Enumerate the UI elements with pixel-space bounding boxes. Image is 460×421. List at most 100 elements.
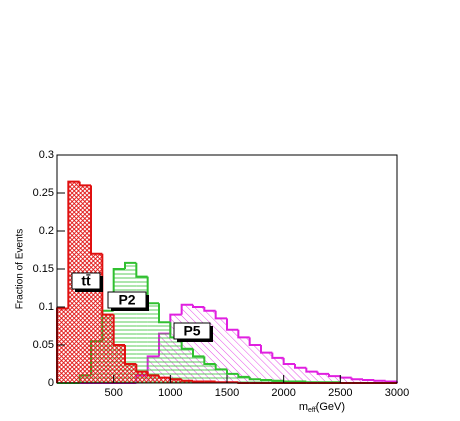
label-box xyxy=(107,291,147,309)
bar xyxy=(295,367,307,383)
bar xyxy=(351,379,363,383)
bar xyxy=(193,307,205,383)
x-tick-label: 2500 xyxy=(328,387,352,399)
bar-outline xyxy=(282,380,295,383)
bar xyxy=(181,304,193,383)
bar xyxy=(102,314,114,383)
bar-outline xyxy=(135,262,148,278)
bar xyxy=(125,364,137,383)
bar xyxy=(136,276,148,383)
bar xyxy=(193,356,205,383)
bar xyxy=(170,379,182,383)
x-tick-label: 1000 xyxy=(158,387,182,399)
bar-outline xyxy=(362,378,375,381)
bar-outline xyxy=(78,181,91,187)
y-tick-label: 0.25 xyxy=(33,187,54,199)
bar-outline xyxy=(158,375,171,379)
bar-outline xyxy=(328,373,341,378)
bar xyxy=(261,379,273,383)
bar xyxy=(215,318,227,383)
bar-outline xyxy=(214,364,227,371)
x-tick-label: 3000 xyxy=(385,387,409,399)
bar xyxy=(227,329,239,383)
bar xyxy=(374,380,386,383)
bar-outline xyxy=(260,378,273,381)
bar xyxy=(181,380,193,383)
bar-outline xyxy=(305,367,318,373)
bar-outline xyxy=(135,364,148,373)
x-label-unit: (GeV) xyxy=(316,401,345,413)
bar-outline xyxy=(350,377,363,381)
bar-outline xyxy=(226,318,239,331)
bar-outline xyxy=(214,381,227,384)
bar xyxy=(283,364,295,383)
bar xyxy=(272,357,284,383)
bar xyxy=(91,253,103,383)
bar xyxy=(181,348,193,383)
bar xyxy=(238,376,250,383)
bar xyxy=(261,352,273,383)
bar-outline xyxy=(339,376,352,379)
bar-outline xyxy=(226,369,239,375)
label-box xyxy=(173,322,211,340)
x-label-main: m xyxy=(299,401,308,413)
bar-outline xyxy=(248,337,261,346)
bar-outline xyxy=(146,276,159,305)
y-tick-label: 0.15 xyxy=(33,263,54,275)
series-label: tt̄ xyxy=(81,272,91,288)
bar-outline xyxy=(260,345,273,354)
series-label: P2 xyxy=(118,292,135,308)
bar-outline xyxy=(214,310,227,320)
bar-outline xyxy=(112,314,125,346)
bar xyxy=(227,373,239,383)
bar xyxy=(113,269,125,383)
bar-outline xyxy=(192,304,205,308)
series-label: P5 xyxy=(183,323,200,339)
bar-outline xyxy=(384,380,397,383)
bar-outline xyxy=(124,261,137,269)
bar-outline xyxy=(237,373,250,378)
bar-outline xyxy=(237,329,250,339)
bar-outline xyxy=(203,356,216,365)
bar xyxy=(317,373,329,383)
bar-outline xyxy=(180,303,193,315)
bar xyxy=(204,310,216,383)
y-tick-label: 0 xyxy=(48,377,54,389)
bar-outline xyxy=(90,185,103,255)
bar xyxy=(113,345,125,383)
x-tick-label: 2000 xyxy=(271,387,295,399)
y-tick-label: 0.3 xyxy=(39,149,54,161)
bar xyxy=(272,380,284,383)
y-axis-label: Fraction of Events xyxy=(15,229,26,310)
bar-outline xyxy=(124,345,137,365)
bar-outline xyxy=(67,180,80,309)
bar-outline xyxy=(146,371,159,377)
x-tick-label: 500 xyxy=(104,387,122,399)
bar-outline xyxy=(271,379,284,382)
bar xyxy=(147,375,159,383)
bar xyxy=(306,371,318,383)
bar-outline xyxy=(158,303,171,324)
bar-outline xyxy=(203,307,216,312)
bar-outline xyxy=(101,253,114,316)
y-tick-label: 0.2 xyxy=(39,225,54,237)
bar xyxy=(125,262,137,383)
x-axis-label: meff(GeV) xyxy=(299,401,345,414)
x-label-sub: eff xyxy=(308,407,316,414)
bar-outline xyxy=(180,379,193,382)
bar xyxy=(249,345,261,383)
bar-outline xyxy=(248,376,261,381)
bar xyxy=(57,308,69,383)
bar xyxy=(238,337,250,383)
bar xyxy=(159,377,171,383)
bar xyxy=(340,377,352,383)
bar-outline xyxy=(282,357,295,365)
x-tick-label: 1500 xyxy=(215,387,239,399)
bar xyxy=(329,376,341,383)
bar xyxy=(136,371,148,383)
bar-outline xyxy=(373,379,386,382)
bar xyxy=(147,303,159,383)
bar xyxy=(215,369,227,383)
bar xyxy=(159,322,171,383)
